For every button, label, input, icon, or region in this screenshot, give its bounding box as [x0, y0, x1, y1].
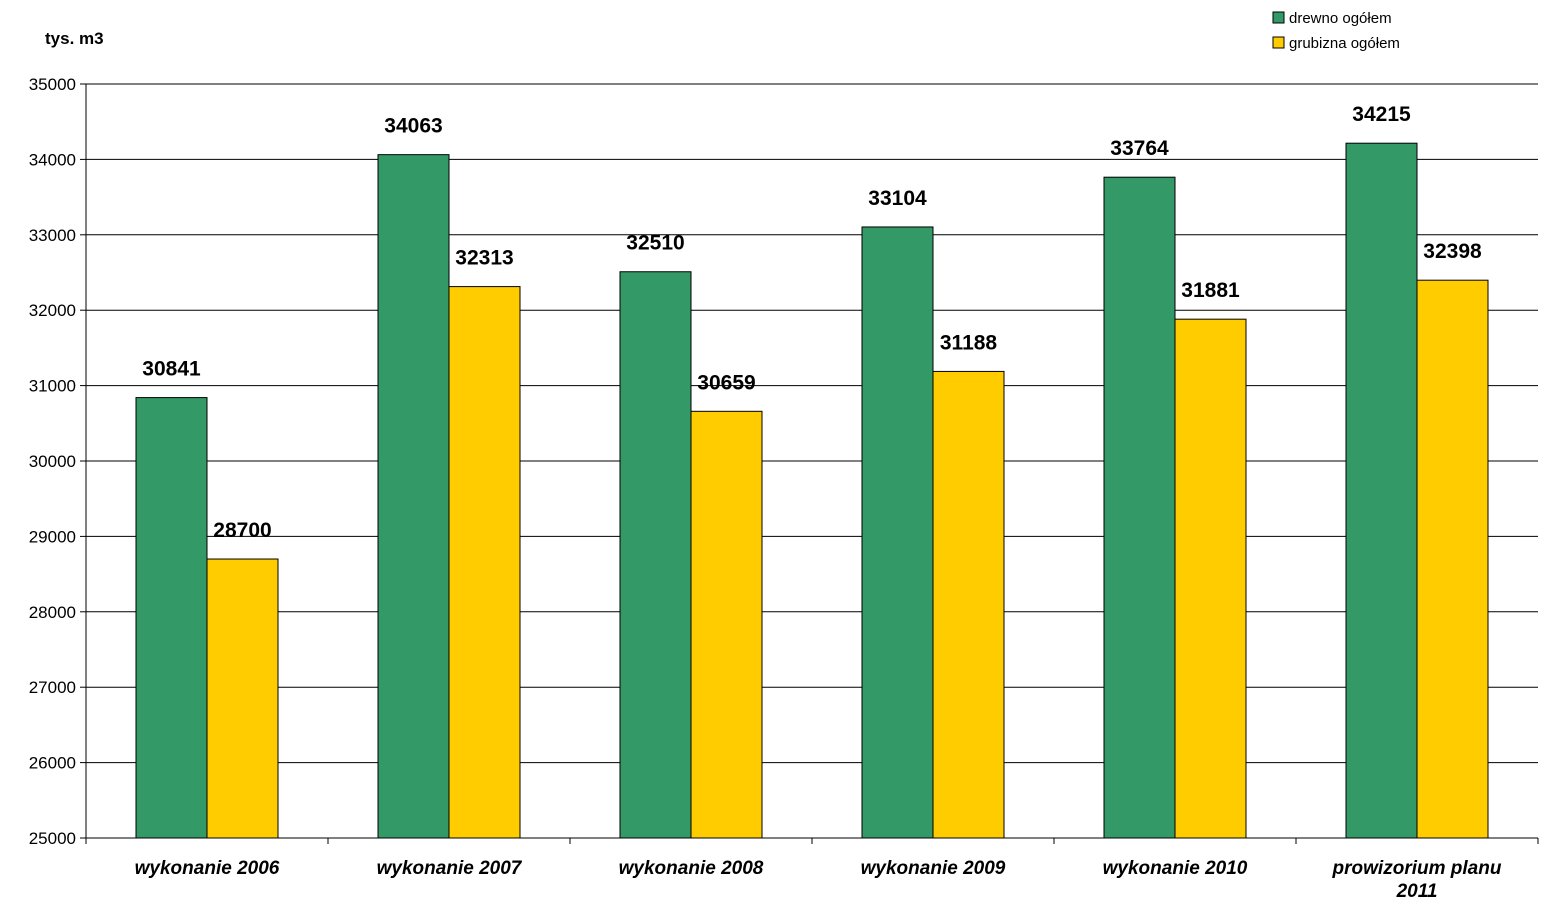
data-label: 30841	[142, 358, 201, 381]
bar	[448, 286, 521, 839]
y-tick-label: 26000	[29, 754, 76, 773]
data-label: 34215	[1352, 103, 1411, 126]
x-tick-label: prowizorium planu	[1332, 858, 1502, 879]
data-label: 33764	[1110, 137, 1169, 160]
bar	[1345, 142, 1418, 839]
x-tick-label: 2011	[1396, 881, 1438, 901]
data-labels: 30841 28700 34063 32313 32510 30659 33104 31188…	[142, 103, 1482, 542]
bar	[135, 397, 208, 839]
data-label: 28700	[213, 519, 271, 542]
x-tick-label: wykonanie 2008	[619, 858, 764, 879]
bar	[206, 558, 279, 839]
axes	[80, 83, 1539, 844]
legend-swatch	[1272, 36, 1285, 49]
x-tick-labels: wykonanie 2006 wykonanie 2007 wykonanie 20…	[135, 858, 1502, 901]
bar	[377, 154, 450, 839]
legend-label: grubizna ogółem	[1289, 35, 1400, 52]
data-label: 32313	[455, 247, 513, 270]
legend-swatch	[1272, 11, 1285, 24]
bar	[1416, 279, 1489, 839]
y-tick-label: 25000	[29, 829, 76, 848]
y-tick-label: 30000	[29, 452, 76, 471]
data-label: 30659	[697, 371, 755, 394]
data-label: 34063	[384, 115, 442, 138]
gridlines	[86, 83, 1538, 764]
data-label: 31881	[1181, 279, 1240, 302]
legend-label: drewno ogółem	[1289, 10, 1392, 27]
data-label: 31188	[940, 331, 998, 354]
x-tick-label: wykonanie 2006	[135, 858, 280, 879]
y-tick-label: 29000	[29, 527, 76, 546]
y-tick-label: 34000	[29, 150, 76, 169]
y-tick-label: 32000	[29, 301, 76, 320]
bar	[619, 271, 692, 839]
y-tick-label: 28000	[29, 603, 76, 622]
x-tick-label: wykonanie 2007	[377, 858, 523, 879]
bars	[135, 142, 1489, 839]
x-tick-label: wykonanie 2010	[1103, 858, 1248, 879]
y-tick-labels: 25000 26000 27000 28000 29000 30000 31000 32000…	[29, 75, 76, 848]
x-tick-label: wykonanie 2009	[861, 858, 1006, 879]
y-tick-label: 31000	[29, 377, 76, 396]
y-tick-label: 27000	[29, 678, 76, 697]
legend: drewno ogółem grubizna ogółem	[1272, 10, 1400, 52]
y-axis-label: tys. m3	[45, 29, 104, 48]
bar	[1174, 318, 1247, 839]
bar	[861, 226, 934, 839]
y-tick-label: 35000	[29, 75, 76, 94]
bar	[932, 370, 1005, 839]
y-tick-label: 33000	[29, 226, 76, 245]
bar	[690, 410, 763, 839]
bar	[1103, 176, 1176, 839]
data-label: 33104	[868, 187, 927, 210]
data-label: 32398	[1423, 240, 1482, 263]
data-label: 32510	[626, 232, 684, 255]
